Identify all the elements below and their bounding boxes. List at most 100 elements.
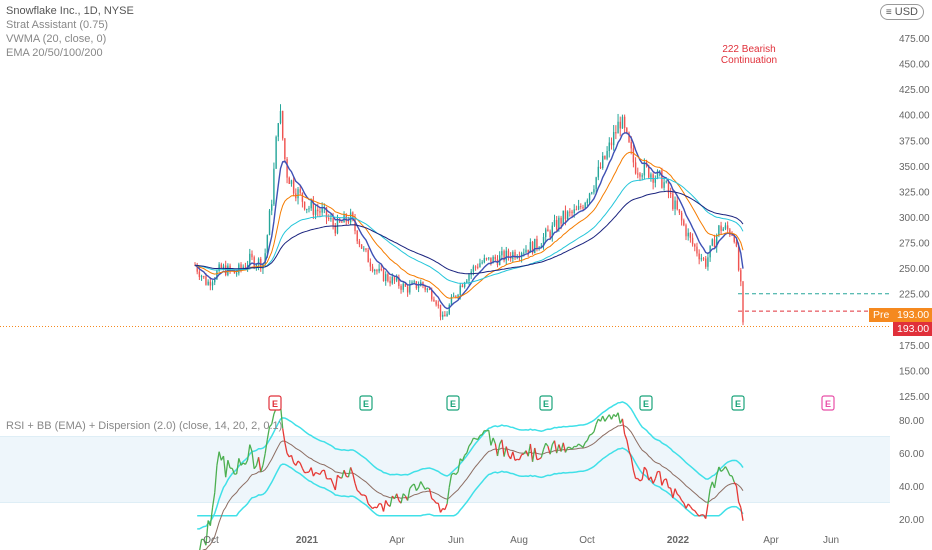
ema200-line: [194, 190, 744, 275]
rsi-segment: [628, 450, 632, 458]
rsi-segment: [569, 446, 573, 450]
candle-body: [306, 208, 308, 210]
candle-body: [656, 170, 659, 179]
earnings-marker[interactable]: E: [821, 395, 835, 411]
rsi-segment: [352, 473, 356, 484]
earnings-label: E: [450, 399, 456, 409]
rsi-segment: [444, 503, 448, 510]
candle-body: [266, 235, 269, 254]
rsi-segment: [540, 449, 545, 458]
candle-body: [376, 270, 378, 272]
candle-body: [255, 265, 258, 268]
candle-body: [328, 218, 330, 220]
candle-body: [661, 170, 663, 188]
candle-body: [639, 173, 641, 177]
indicator-strat-assistant[interactable]: Strat Assistant (0.75): [6, 19, 109, 31]
rsi-segment: [584, 439, 588, 444]
earnings-marker[interactable]: E: [639, 395, 653, 411]
candle-body: [365, 248, 367, 251]
indicator-ema[interactable]: EMA 20/50/100/200: [6, 47, 103, 59]
earnings-marker[interactable]: E: [359, 395, 373, 411]
rsi-segment: [433, 499, 437, 504]
rsi-band-fill: [0, 436, 890, 503]
candle-body: [268, 210, 271, 236]
earnings-marker[interactable]: E: [539, 395, 553, 411]
rsi-segment: [501, 439, 505, 457]
candle-body: [431, 289, 433, 300]
rsi-segment: [317, 472, 321, 476]
rsi-legend[interactable]: RSI + BB (EMA) + Dispersion (2.0) (close…: [6, 420, 283, 432]
symbol-title[interactable]: Snowflake Inc., 1D, NYSE: [6, 5, 134, 17]
candle-body: [417, 286, 420, 289]
earnings-marker[interactable]: E: [731, 395, 745, 411]
rsi-segment: [731, 475, 735, 483]
candle-body: [273, 168, 275, 205]
rsi-tick-label: 60.00: [899, 449, 924, 460]
candle-body: [470, 271, 472, 275]
candle-body: [520, 253, 523, 258]
rsi-segment: [505, 446, 510, 456]
candle-body: [477, 266, 479, 268]
moving-averages: [194, 132, 744, 310]
earnings-label: E: [543, 399, 549, 409]
candle-body: [494, 256, 497, 260]
rsi-segment: [470, 437, 474, 444]
price-tick-label: 150.00: [899, 366, 930, 377]
rsi-segment: [284, 442, 288, 454]
rsi-segment: [211, 492, 216, 508]
rsi-segment: [218, 451, 222, 461]
candle-body: [525, 249, 527, 253]
price-tick-label: 400.00: [899, 111, 930, 122]
rsi-segment: [334, 475, 339, 491]
rsi-segment: [621, 418, 626, 435]
candle-body: [284, 138, 286, 160]
candle-body: [560, 217, 562, 224]
candle-body: [580, 206, 582, 208]
rsi-segment: [720, 469, 724, 472]
vwma-line: [194, 132, 744, 310]
candle-body: [444, 314, 446, 317]
candle-body: [441, 314, 444, 317]
rsi-segment: [222, 455, 227, 478]
rsi-segment: [521, 453, 524, 456]
candle-body: [595, 177, 597, 190]
rsi-segment: [315, 471, 319, 475]
rsi-segment: [236, 458, 240, 474]
candle-body: [551, 225, 553, 238]
rsi-segment: [733, 481, 737, 487]
earnings-icon: [731, 395, 745, 411]
candle-body: [341, 221, 343, 223]
rsi-segment: [374, 506, 378, 509]
rsi-segment: [385, 500, 389, 506]
candle-body: [369, 262, 372, 267]
rsi-segment: [330, 478, 334, 485]
rsi-segment: [650, 476, 654, 484]
rsi-segment: [481, 430, 485, 435]
rsi-segment: [417, 481, 422, 488]
currency-button[interactable]: ≡ USD: [879, 4, 924, 20]
rsi-segment: [415, 487, 420, 492]
rsi-segment: [341, 469, 345, 479]
rsi-segment: [382, 500, 387, 512]
candle-body: [485, 258, 488, 260]
earnings-label: E: [272, 399, 278, 409]
candle-body: [698, 253, 700, 260]
candle-body: [367, 250, 369, 263]
candle-body: [301, 192, 304, 202]
rsi-segment: [262, 453, 266, 466]
candle-body: [566, 211, 569, 220]
earnings-marker[interactable]: E: [446, 395, 460, 411]
candle-body: [718, 225, 720, 236]
earnings-marker[interactable]: E: [268, 395, 282, 411]
candle-body: [518, 257, 521, 259]
candle-body: [424, 285, 426, 290]
indicator-vwma[interactable]: VWMA (20, close, 0): [6, 33, 107, 45]
level-lines: [0, 293, 890, 327]
candle-body: [707, 257, 709, 267]
candle-body: [240, 264, 242, 269]
rsi-segment: [643, 466, 648, 471]
candle-body: [685, 225, 687, 237]
rsi-segment: [641, 467, 646, 480]
rsi-segment: [534, 447, 538, 460]
